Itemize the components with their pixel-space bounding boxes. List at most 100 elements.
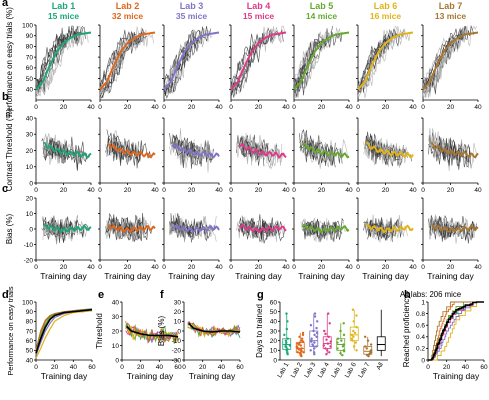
data-point [313, 333, 316, 337]
category-label: Lab 4 [317, 361, 331, 379]
y-tick-label: 0.6 [416, 323, 425, 330]
panel-a-lab-2: 0 20 40 [98, 24, 159, 111]
y-tick-label: 1 [421, 299, 425, 306]
mouse-trace [105, 212, 142, 241]
x-tick-label: 20 [124, 187, 132, 194]
y-tick-label: 0 [115, 357, 119, 364]
x-tick-label: 0 [356, 187, 360, 194]
mouse-trace [230, 43, 258, 90]
x-axis-label: Training day [127, 371, 174, 381]
data-point [353, 331, 357, 335]
x-tick-label: 0 [98, 104, 102, 111]
lab-median-line [365, 141, 414, 159]
mouse-trace [239, 217, 273, 240]
x-tick-label: 0 [421, 264, 425, 271]
lab-median-line [43, 223, 92, 234]
y-tick-label: 40 [270, 319, 278, 326]
x-tick-label: 20 [443, 364, 451, 371]
data-point [315, 335, 318, 338]
mouse-trace [422, 27, 462, 90]
x-tick-label: 20 [447, 104, 455, 111]
lab-median-line [238, 224, 287, 233]
y-tick-label: -10 [24, 242, 34, 249]
x-tick-label: 0 [421, 187, 425, 194]
panel-letter: a [2, 0, 9, 9]
panel-letter: b [2, 91, 9, 103]
x-tick-label: 0 [182, 364, 186, 371]
data-point [315, 326, 318, 330]
x-axis-label: Training day [298, 271, 345, 281]
data-point [300, 339, 304, 342]
lab-median-line [357, 31, 414, 90]
data-point [366, 339, 370, 342]
mouse-trace [42, 220, 67, 239]
data-point [336, 337, 340, 340]
x-tick-label: 40 [409, 104, 417, 111]
y-tick-label: 50 [270, 309, 278, 316]
y-tick-label: 0.4 [416, 334, 425, 341]
y-tick-label: 50 [26, 76, 34, 83]
x-tick-label: 40 [215, 187, 223, 194]
panel-e: e 0 20 40 60 0 10 20 30 40 Threshold Training day [95, 289, 182, 381]
mouse-trace [35, 25, 89, 93]
x-axis-label: Training day [41, 371, 88, 381]
lab-title: Lab 4 [247, 1, 271, 11]
box [349, 326, 359, 342]
panel-b-lab-6: 0 20 40 [356, 117, 417, 194]
data-point [342, 343, 345, 346]
lab-cdf-line [428, 301, 484, 361]
x-tick-label: 20 [137, 364, 145, 371]
x-tick-label: 40 [345, 187, 353, 194]
y-tick-label: 80 [26, 44, 34, 51]
data-point [336, 347, 339, 350]
y-tick-label: 60 [26, 338, 34, 345]
x-tick-label: 20 [124, 264, 132, 271]
data-point [341, 345, 345, 348]
data-point [286, 348, 289, 351]
y-axis-label: Bias (%) [157, 316, 166, 347]
x-tick-label: 0 [162, 187, 166, 194]
lab-mice-count: 35 mice [176, 11, 207, 21]
data-point [301, 333, 305, 337]
mouse-trace [364, 137, 395, 162]
x-tick-label: 40 [282, 187, 290, 194]
panel-letter: f [160, 289, 164, 301]
lab-median-line [107, 142, 156, 159]
mouse-trace [230, 45, 261, 97]
lab-title: Lab 6 [374, 1, 398, 11]
x-tick-label: 0 [34, 264, 38, 271]
mouse-trace [432, 218, 457, 242]
x-tick-label: 0 [292, 264, 296, 271]
data-point [313, 341, 316, 344]
y-tick-label: 20 [26, 195, 34, 202]
data-point [339, 329, 342, 333]
data-point [336, 341, 339, 344]
x-tick-label: 20 [255, 104, 263, 111]
data-point [313, 353, 316, 356]
data-point [286, 337, 289, 340]
mouse-trace [45, 137, 72, 164]
data-point [283, 333, 286, 337]
x-tick-label: 0 [292, 104, 296, 111]
data-point [352, 345, 356, 348]
x-tick-label: 20 [60, 187, 68, 194]
x-tick-label: 20 [255, 264, 263, 271]
lab-median-line [99, 31, 156, 90]
data-point [301, 331, 305, 335]
y-tick-label: 30 [270, 328, 278, 335]
x-axis-label: Training day [427, 271, 474, 281]
x-tick-label: 60 [236, 364, 244, 371]
lab-mice-count: 16 mice [370, 11, 401, 21]
panel-a-lab-7: 0 20 40 [421, 24, 482, 111]
x-tick-label: 20 [447, 264, 455, 271]
data-point [342, 333, 346, 337]
y-tick-label: 0 [29, 226, 33, 233]
data-point [323, 329, 326, 333]
lab-mean-line [125, 324, 179, 344]
data-point [352, 320, 355, 323]
y-tick-label: 50 [26, 348, 34, 355]
